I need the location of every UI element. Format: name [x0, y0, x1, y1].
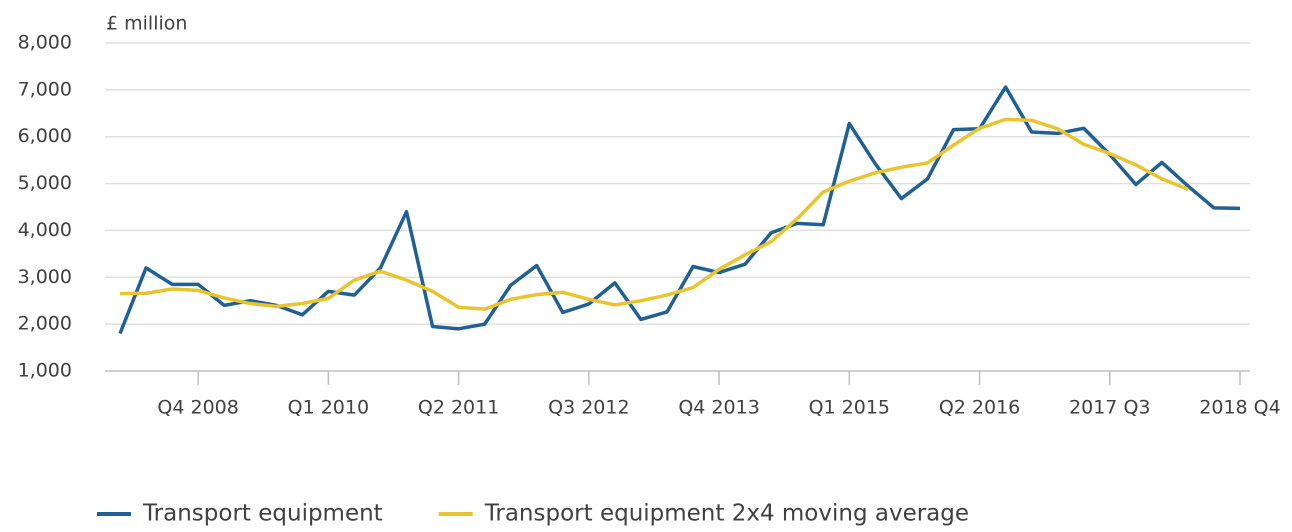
legend-label: Transport equipment 2x4 moving average	[484, 501, 969, 527]
y-tick-label: 1,000	[18, 360, 72, 382]
legend-label: Transport equipment	[142, 501, 383, 527]
x-tick-label: Q1 2010	[288, 397, 369, 419]
x-tick-label: 2017 Q3	[1069, 397, 1150, 419]
x-tick-label: 2018 Q4	[1199, 397, 1280, 419]
series-line	[119, 117, 1189, 311]
x-tick-label: Q1 2015	[809, 397, 890, 419]
y-tick-label: 4,000	[18, 219, 72, 241]
series-line	[118, 85, 1241, 335]
y-axis-label: £ million	[106, 13, 187, 35]
y-tick-label: 7,000	[18, 78, 72, 100]
x-tick-label: Q4 2013	[678, 397, 759, 419]
x-tick-label: Q2 2011	[418, 397, 499, 419]
x-tick-label: Q3 2012	[548, 397, 629, 419]
y-tick-label: 8,000	[18, 32, 72, 54]
y-tick-label: 2,000	[18, 313, 72, 335]
y-tick-label: 3,000	[18, 266, 72, 288]
x-tick-label: Q4 2008	[157, 397, 238, 419]
x-tick-label: Q2 2016	[939, 397, 1020, 419]
y-tick-label: 6,000	[18, 125, 72, 147]
y-tick-label: 5,000	[18, 172, 72, 194]
